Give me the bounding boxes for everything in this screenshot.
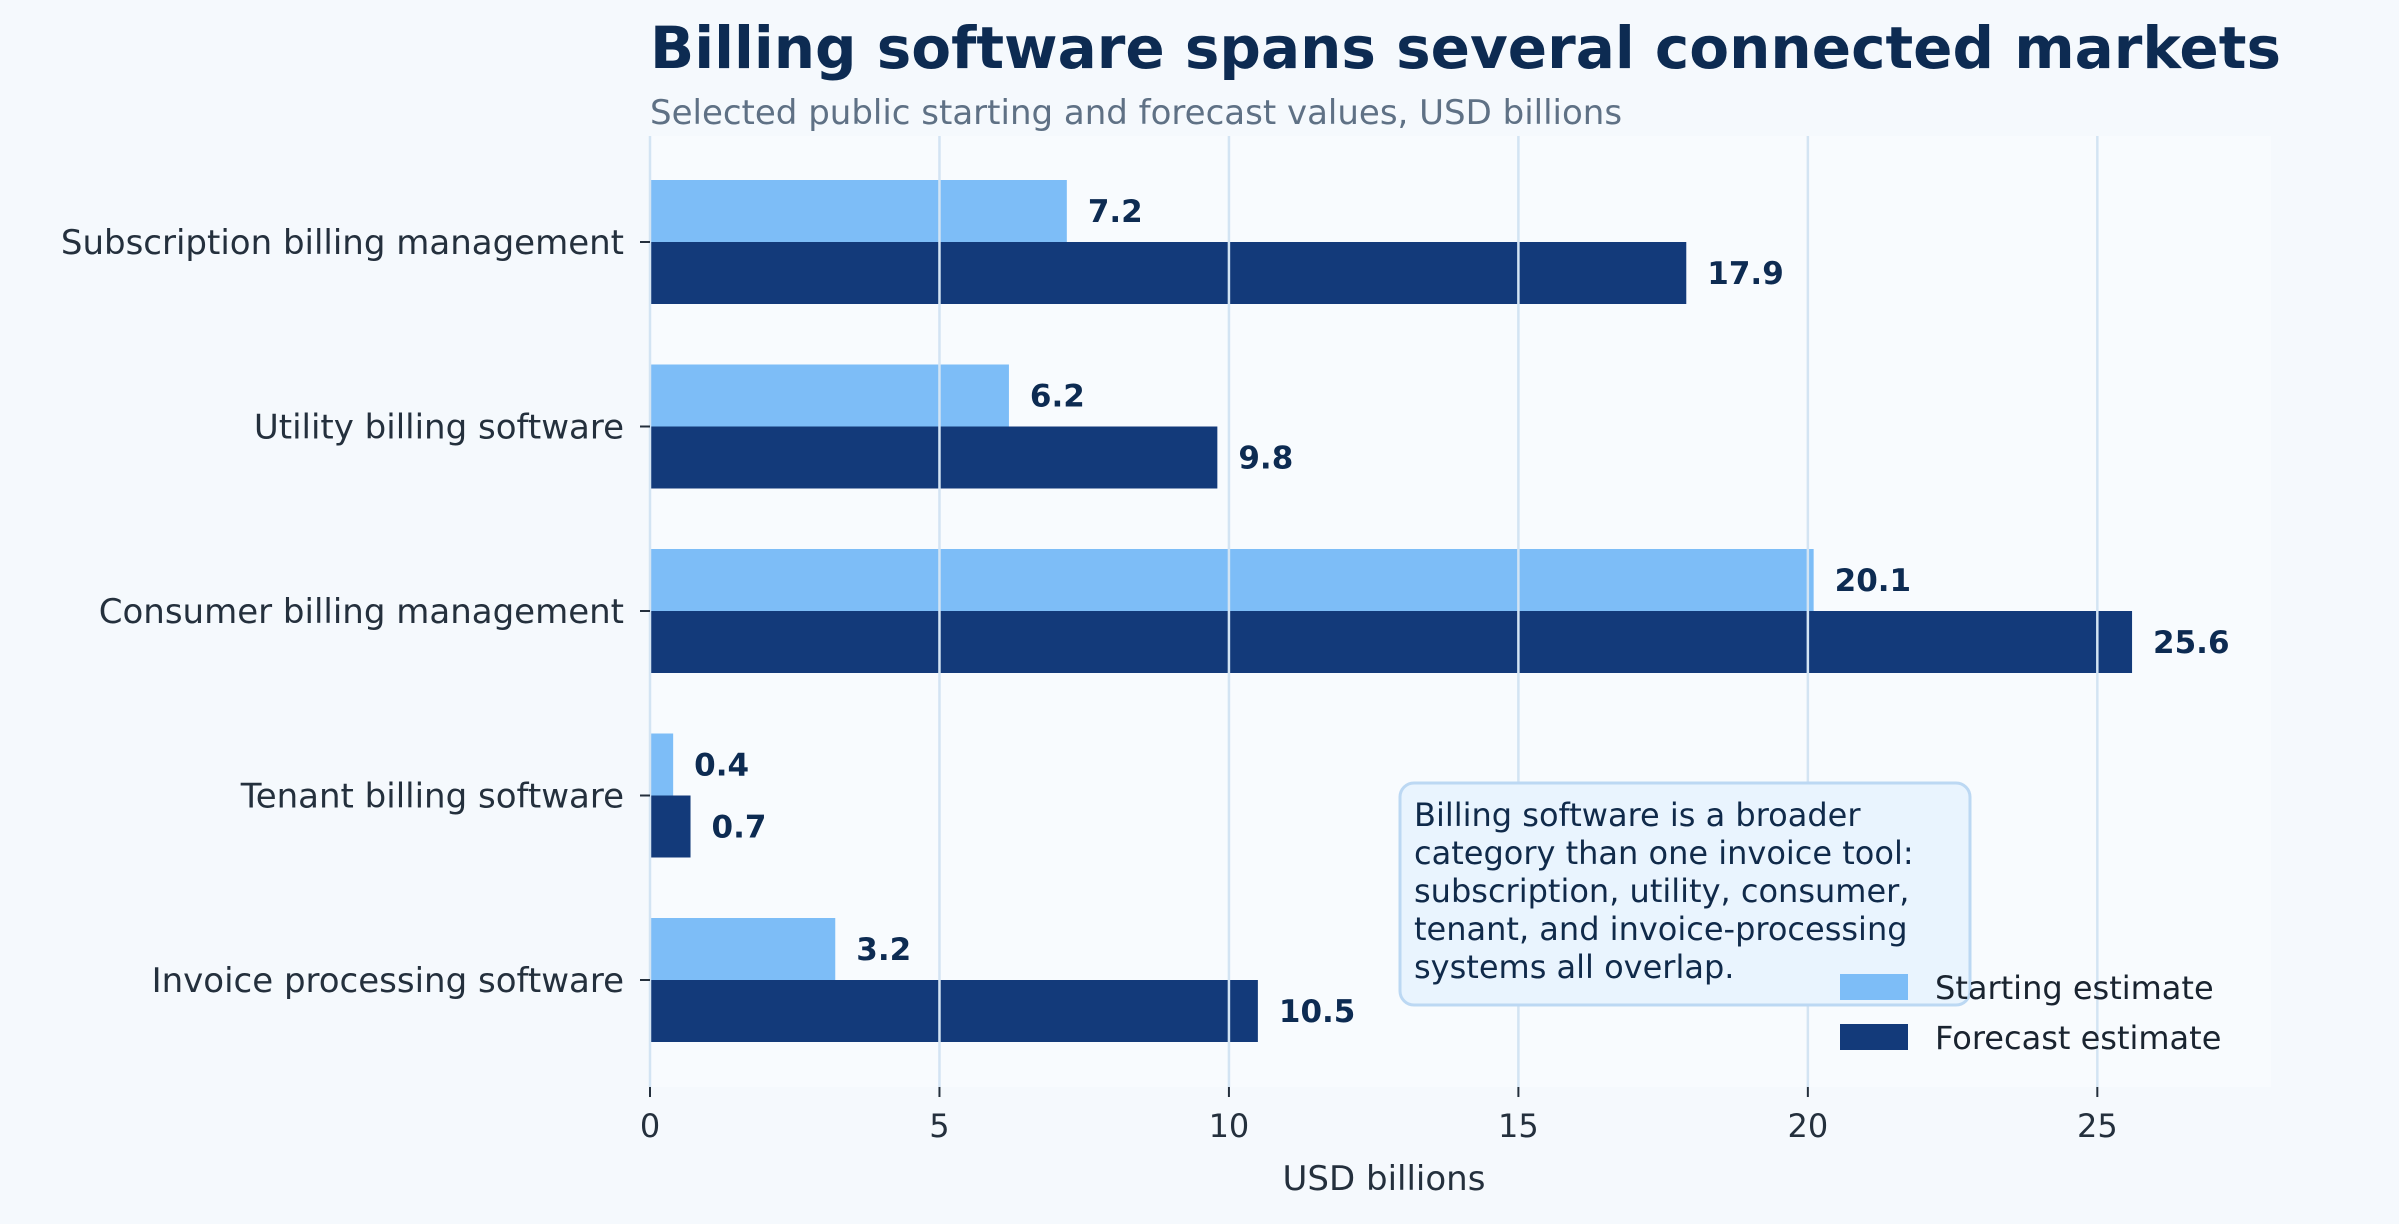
- x-tick-label: 10: [1209, 1107, 1250, 1145]
- chart-subtitle: Selected public starting and forecast va…: [650, 93, 1622, 133]
- bar-starting-estimate-4: [650, 733, 674, 796]
- value-label: 10.5: [1279, 994, 1356, 1030]
- bar-forecast-estimate-4: [650, 795, 691, 858]
- x-tick-label: 25: [2077, 1107, 2118, 1145]
- legend-label: Starting estimate: [1935, 969, 2214, 1007]
- x-axis-title: USD billions: [1283, 1159, 1486, 1199]
- annotation-box: [1398, 781, 1972, 1007]
- bar-starting-estimate-5: [650, 918, 836, 980]
- legend-swatch-2: [1840, 1024, 1908, 1050]
- value-label: 20.1: [1835, 563, 1912, 599]
- value-label: 0.7: [712, 810, 767, 846]
- x-tick-label: 0: [640, 1107, 660, 1145]
- annotation-line: subscription, utility, consumer,: [1414, 872, 1909, 910]
- bars-group: [650, 180, 2133, 1042]
- annotation-line: tenant, and invoice-processing: [1414, 910, 1908, 948]
- category-label: Invoice processing software: [152, 961, 624, 1001]
- value-label: 9.8: [1238, 441, 1293, 477]
- bar-starting-estimate-1: [650, 180, 1067, 242]
- bar-forecast-estimate-3: [650, 611, 2133, 673]
- x-tick-label: 15: [1498, 1107, 1539, 1145]
- bar-forecast-estimate-2: [650, 426, 1218, 489]
- legend-swatch-1: [1840, 974, 1908, 1000]
- bar-starting-estimate-2: [650, 364, 1009, 427]
- category-label: Consumer billing management: [99, 592, 624, 632]
- value-label: 17.9: [1707, 256, 1784, 292]
- legend: Starting estimate Forecast estimate: [1840, 969, 2221, 1057]
- x-tick-label: 20: [1787, 1107, 1828, 1145]
- x-tick-label: 5: [929, 1107, 949, 1145]
- value-label: 0.4: [694, 748, 749, 784]
- legend-label: Forecast estimate: [1935, 1019, 2221, 1057]
- annotation-line: systems all overlap.: [1414, 948, 1734, 986]
- bar-forecast-estimate-1: [650, 242, 1687, 304]
- value-label: 6.2: [1030, 379, 1085, 415]
- value-label: 25.6: [2153, 625, 2230, 661]
- chart-title: Billing software spans several connected…: [650, 14, 2281, 82]
- value-label: 7.2: [1088, 194, 1143, 230]
- bar-forecast-estimate-5: [650, 980, 1258, 1042]
- category-label: Tenant billing software: [240, 777, 624, 817]
- category-label: Utility billing software: [254, 408, 624, 448]
- category-label: Subscription billing management: [61, 223, 624, 263]
- value-label: 3.2: [856, 932, 911, 968]
- bar-starting-estimate-3: [650, 549, 1814, 611]
- annotation-line: category than one invoice tool:: [1414, 834, 1914, 872]
- annotation-line: Billing software is a broader: [1414, 796, 1861, 834]
